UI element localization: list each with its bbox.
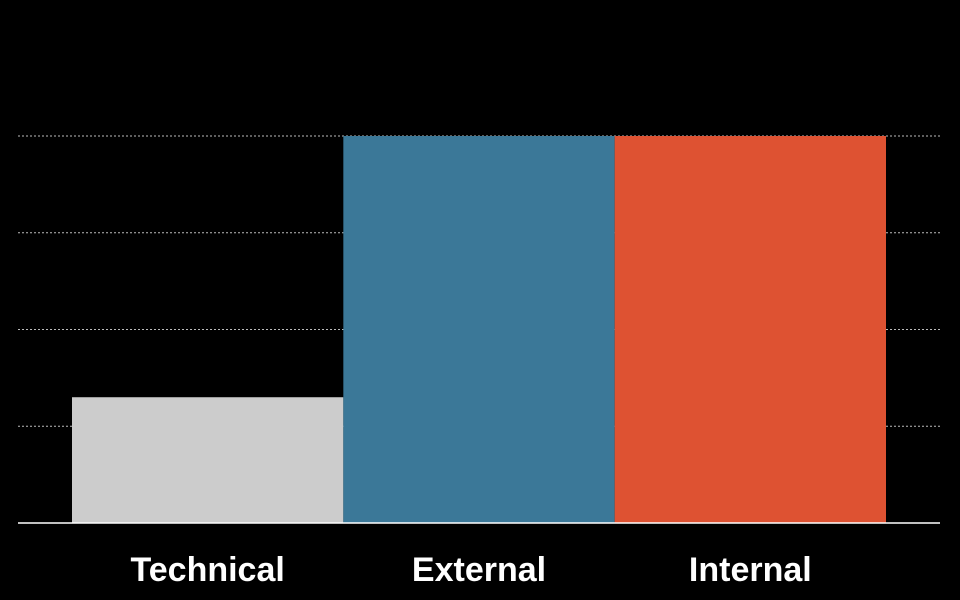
- bar: [614, 136, 886, 523]
- x-tick-label: External: [412, 551, 546, 589]
- bar: [343, 136, 615, 523]
- x-tick-label: Technical: [131, 551, 285, 589]
- bar: [72, 397, 344, 523]
- x-tick-label: Internal: [689, 551, 812, 589]
